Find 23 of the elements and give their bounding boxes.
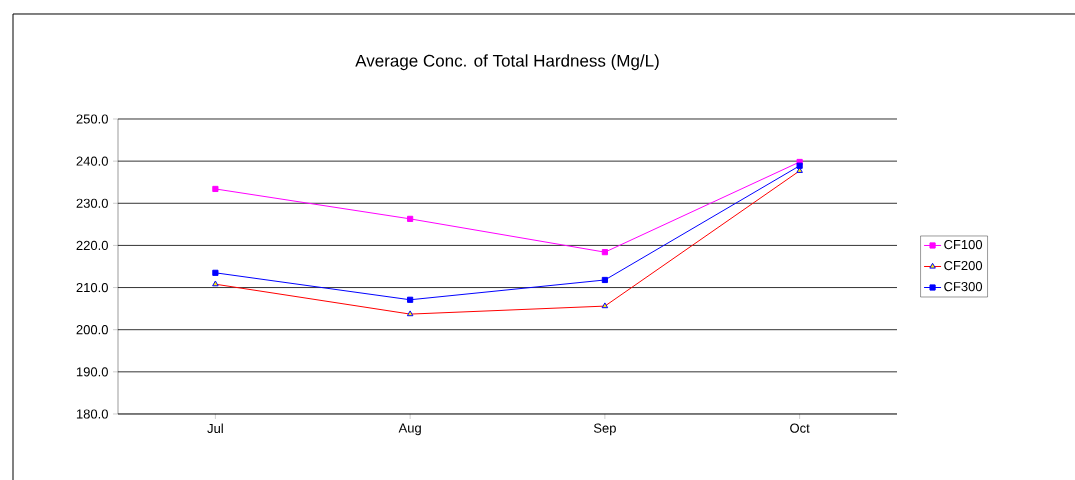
y-tick-label: 220.0: [76, 240, 108, 251]
x-tick-label: Sep: [593, 423, 616, 436]
y-tick-label: 200.0: [76, 325, 108, 335]
x-tick-label: Oct: [790, 423, 810, 433]
y-tick-label: 230.0: [76, 198, 108, 208]
x-tick-label: Jul: [207, 423, 223, 434]
y-tick-label: 190.0: [76, 367, 108, 377]
legend-label: CF100: [944, 239, 983, 250]
point: [212, 185, 219, 193]
legend-label: CF200: [944, 260, 983, 271]
y-tick-label: 210.0: [76, 282, 108, 293]
point: [601, 276, 608, 284]
point: [407, 296, 414, 303]
x-tick-label: Aug: [398, 423, 421, 436]
point: [601, 249, 608, 256]
y-tick-label: 180.0: [76, 409, 108, 419]
point: [212, 269, 219, 276]
point: [407, 215, 414, 222]
y-tick-label: 240.0: [76, 156, 108, 166]
point: [796, 162, 803, 169]
y-tick-label: 250.0: [76, 114, 108, 124]
legend-label: CF300: [944, 281, 983, 292]
chart-title: Average Conc. of Total Hardness (Mg/L): [355, 54, 659, 71]
